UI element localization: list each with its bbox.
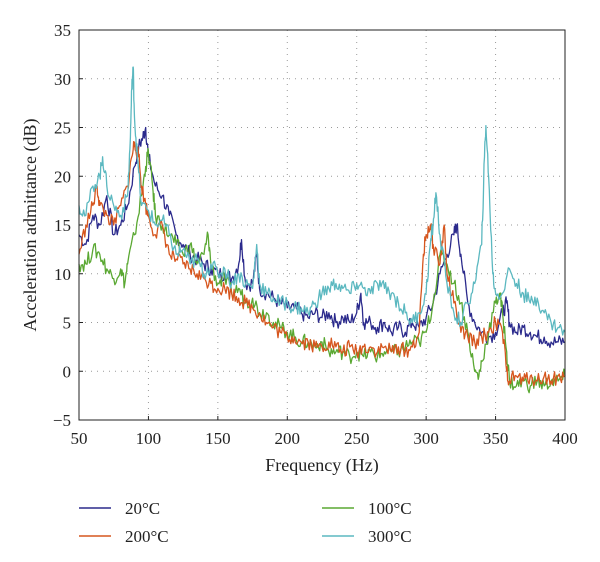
y-tick-label: 20 <box>54 167 71 186</box>
legend-label: 100°C <box>368 499 412 518</box>
y-tick-label: 5 <box>63 314 72 333</box>
legend-label: 300°C <box>368 527 412 546</box>
x-tick-label: 100 <box>136 429 162 448</box>
x-tick-label: 200 <box>275 429 301 448</box>
x-tick-label: 400 <box>552 429 578 448</box>
y-tick-label: 25 <box>54 119 71 138</box>
y-axis-title: Acceleration admittance (dB) <box>20 119 41 332</box>
y-tick-label: 30 <box>54 70 71 89</box>
grid <box>79 30 565 420</box>
series-line-4 <box>78 66 566 336</box>
x-tick-label: 50 <box>71 429 88 448</box>
series-line-1 <box>78 126 566 349</box>
y-tick-label: −5 <box>53 411 71 430</box>
x-tick-label: 350 <box>483 429 509 448</box>
x-tick-label: 250 <box>344 429 370 448</box>
tick-labels: 50 100 150 200 250 300 350 400 −5 0 5 10 15 20 25 30 35 <box>53 21 578 448</box>
series-line-2 <box>78 147 566 394</box>
y-tick-label: 10 <box>54 265 71 284</box>
y-tick-label: 15 <box>54 216 71 235</box>
legend-label: 200°C <box>125 527 169 546</box>
x-axis-title: Frequency (Hz) <box>265 455 378 476</box>
legend: 20°C 100°C 200°C 300°C <box>79 499 412 546</box>
y-tick-label: 35 <box>54 21 71 40</box>
legend-label: 20°C <box>125 499 160 518</box>
series-lines <box>78 66 566 394</box>
x-tick-label: 300 <box>413 429 439 448</box>
x-tick-label: 150 <box>205 429 231 448</box>
y-tick-label: 0 <box>63 362 72 381</box>
